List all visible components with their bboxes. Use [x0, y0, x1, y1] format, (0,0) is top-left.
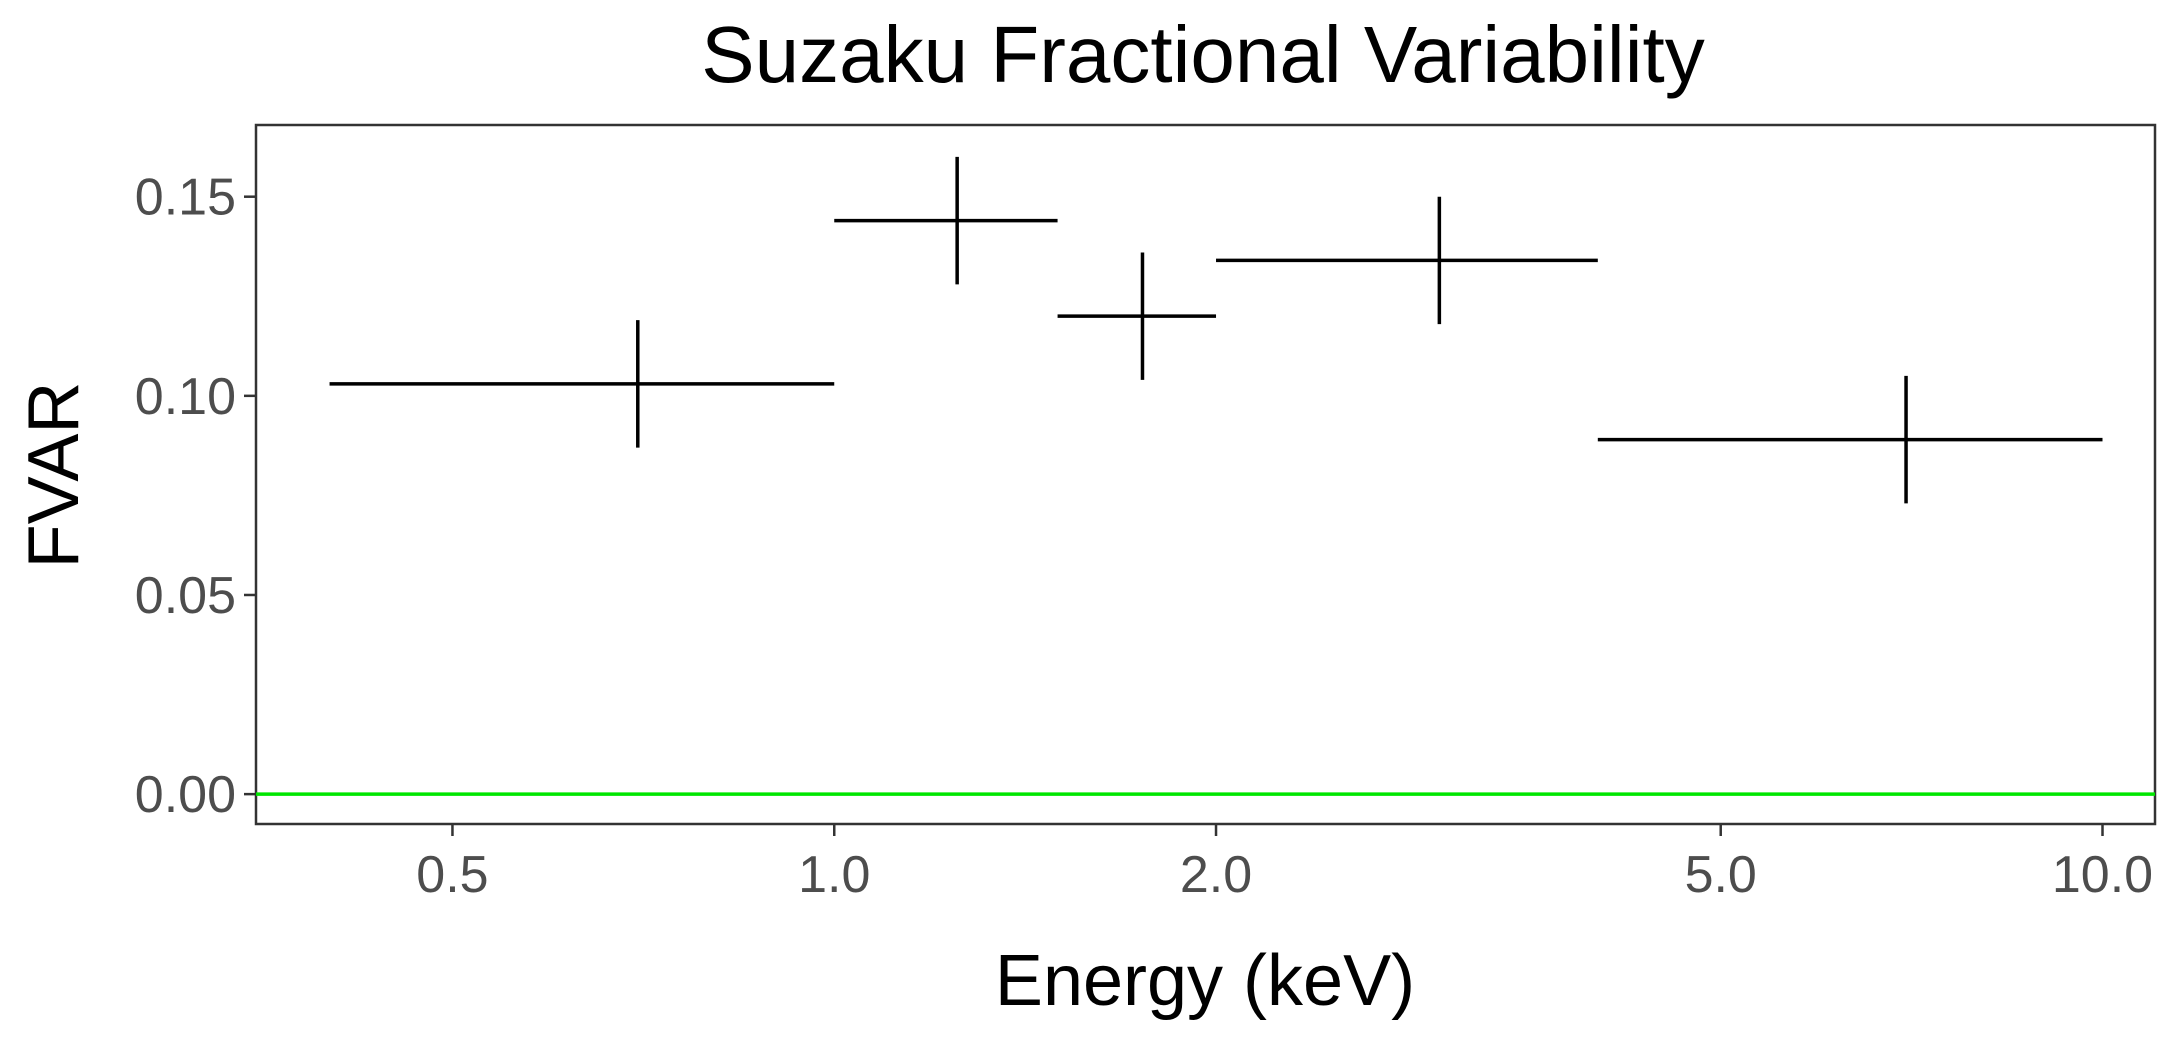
x-tick-label: 10.0 [2052, 846, 2153, 904]
data-point [329, 320, 835, 448]
data-point [1597, 375, 2103, 504]
y-axis-ticks: 0.00 0.05 0.10 0.15 [135, 169, 256, 824]
chart-title: Suzaku Fractional Variability [701, 10, 1704, 99]
y-tick-label: 0.05 [135, 567, 236, 625]
x-tick-label: 2.0 [1180, 846, 1252, 904]
data-point [834, 156, 1058, 285]
plot-panel [254, 123, 2157, 826]
x-axis-ticks: 0.5 1.0 2.0 5.0 10.0 [416, 824, 2153, 904]
y-tick-label: 0.10 [135, 368, 236, 426]
data-points-layer [329, 156, 2103, 504]
y-tick-label: 0.15 [135, 169, 236, 227]
x-axis-title: Energy (keV) [995, 941, 1415, 1021]
data-point [1057, 252, 1217, 380]
data-point [1216, 196, 1598, 325]
x-tick-label: 0.5 [416, 846, 488, 904]
y-tick-label: 0.00 [135, 766, 236, 824]
x-tick-label: 5.0 [1685, 846, 1757, 904]
y-axis-title: FVAR [14, 382, 94, 569]
x-tick-label: 1.0 [798, 846, 870, 904]
